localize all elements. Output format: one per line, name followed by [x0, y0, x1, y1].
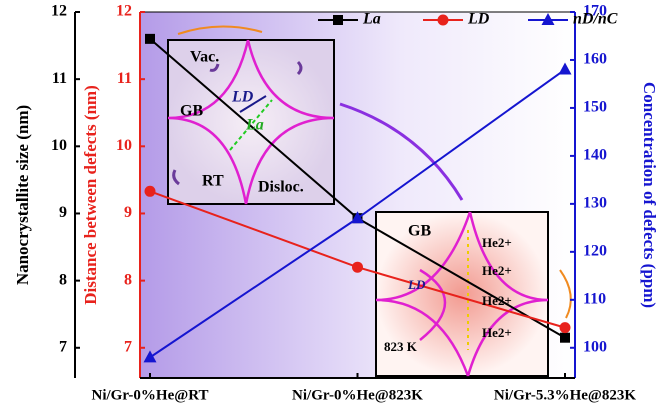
x-tick-label: Ni/Gr-0%He@RT [91, 387, 208, 403]
annotation: 823 K [384, 339, 418, 354]
annotation: Vac. [190, 49, 219, 66]
marker [145, 34, 155, 44]
annotation: GB [180, 103, 203, 120]
y3-tick-label: 11 [117, 70, 132, 87]
marker [352, 262, 363, 273]
y2-tick-label: 140 [583, 147, 607, 164]
y-tick-label: 8 [59, 271, 67, 288]
annotation: He2+ [482, 263, 512, 278]
y-tick-label: 7 [59, 338, 67, 355]
y3-axis-label: Distance between defects (nm) [81, 85, 100, 305]
annotation: LD [407, 277, 426, 292]
legend-label: nD/nC [573, 11, 618, 28]
y3-tick-label: 9 [124, 204, 132, 221]
y-tick-label: 11 [52, 70, 67, 87]
annotation: He2+ [482, 293, 512, 308]
y3-tick-label: 7 [124, 338, 132, 355]
y2-tick-label: 150 [583, 99, 607, 116]
y2-axis-label: Concentration of defects (ppm) [640, 82, 659, 308]
y-axis-label: Nanocrystallite size (nm) [13, 105, 32, 285]
annotation: He2+ [482, 325, 512, 340]
y-tick-label: 12 [51, 3, 67, 20]
marker [333, 15, 343, 25]
marker [560, 322, 571, 333]
y3-tick-label: 10 [116, 137, 132, 154]
x-tick-label: Ni/Gr-5.3%He@823K [494, 387, 636, 403]
annotation: GB [408, 223, 431, 240]
marker [560, 333, 570, 343]
annotation: RT [202, 173, 224, 190]
y-tick-label: 9 [59, 204, 67, 221]
annotation: La [245, 117, 264, 134]
y3-tick-label: 8 [124, 271, 132, 288]
annotation: LD [231, 89, 254, 106]
y2-tick-label: 130 [583, 195, 607, 212]
marker [145, 186, 156, 197]
annotation: He2+ [482, 235, 512, 250]
marker [438, 15, 449, 26]
y-tick-label: 10 [51, 137, 67, 154]
x-tick-label: Ni/Gr-0%He@823K [292, 387, 423, 403]
chart: Nanocrystallite size (nm) Distance betwe… [0, 0, 668, 410]
y2-tick-label: 110 [583, 290, 606, 307]
y2-tick-label: 160 [583, 51, 607, 68]
y3-tick-label: 12 [116, 3, 132, 20]
legend-label: LD [467, 11, 490, 28]
legend-label: La [362, 11, 381, 28]
y2-tick-label: 100 [583, 338, 607, 355]
annotation: Disloc. [258, 179, 304, 196]
y2-tick-label: 120 [583, 243, 607, 260]
